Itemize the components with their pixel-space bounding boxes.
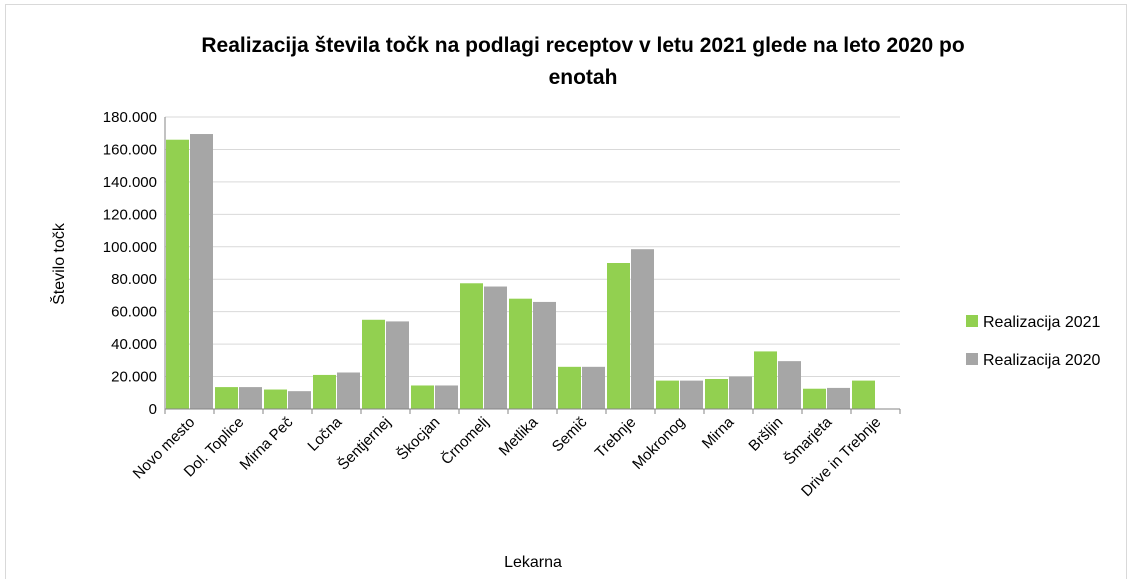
chart-title-line1: Realizacija števila točk na podlagi rece… (201, 34, 964, 57)
bar-series1 (754, 351, 777, 409)
x-tick-label: Črnomelj (438, 414, 492, 468)
y-tick-labels: 0 20.000 40.000 60.000 80.000 100.000 120.000 1… (103, 109, 157, 418)
bar-series1 (362, 320, 385, 409)
bar-series2 (533, 302, 556, 409)
y-axis-label: Število točk (49, 222, 68, 305)
legend: Realizacija 2021 Realizacija 2020 (966, 314, 1101, 369)
bar-series2 (778, 361, 801, 409)
chart-title-line2: enotah (549, 66, 618, 89)
bar-series1 (656, 381, 679, 409)
bar-series1 (166, 140, 189, 409)
legend-label: Realizacija 2021 (983, 314, 1101, 331)
y-tick-label: 80.000 (111, 271, 157, 288)
bar-series1 (264, 390, 287, 409)
x-tick-label: Mirna Peč (237, 413, 297, 473)
x-tick-label: Škocjan (394, 414, 444, 464)
y-tick-label: 20.000 (111, 369, 157, 386)
bar-series2 (288, 391, 311, 409)
legend-swatch (966, 315, 978, 327)
legend-label: Realizacija 2020 (983, 352, 1101, 369)
bar-series2 (827, 388, 850, 409)
bar-series2 (337, 373, 360, 410)
bar-series2 (582, 367, 605, 409)
bar-series2 (435, 385, 458, 409)
bar-series1 (313, 375, 336, 409)
y-tick-label: 40.000 (111, 336, 157, 353)
bar-series1 (215, 387, 238, 409)
x-tick-label: Semič (549, 413, 591, 455)
x-tick-label: Ločna (304, 413, 345, 454)
bar-series1 (607, 263, 630, 409)
bar-series2 (631, 249, 654, 409)
y-tick-label: 0 (149, 401, 157, 418)
bar-series2 (239, 387, 262, 409)
x-tick-label: Trebnje (592, 414, 640, 462)
x-tick-label: Šentjernej (335, 414, 395, 474)
bar-series2 (190, 134, 213, 409)
y-tick-label: 140.000 (103, 174, 157, 191)
gridlines (165, 117, 900, 377)
bar-series2 (729, 377, 752, 409)
bar-series1 (411, 385, 434, 409)
y-tick-label: 180.000 (103, 109, 157, 126)
y-tick-label: 120.000 (103, 206, 157, 223)
x-axis-label: Lekarna (504, 554, 562, 571)
x-tick-label: Mirna (699, 413, 738, 452)
y-tick-label: 60.000 (111, 304, 157, 321)
x-tick-label: Bršljin (745, 414, 786, 455)
x-tick-label: Mokronog (629, 414, 688, 473)
bar-series1 (803, 389, 826, 409)
bar-series1 (852, 381, 875, 409)
y-tick-label: 100.000 (103, 239, 157, 256)
bar-series2 (680, 381, 703, 409)
legend-swatch (966, 353, 978, 365)
x-tick-label: Metlika (496, 413, 542, 459)
bar-series1 (460, 283, 483, 409)
bar-series1 (509, 299, 532, 409)
bar-series2 (386, 321, 409, 409)
bar-series2 (484, 287, 507, 409)
bars (166, 134, 875, 409)
bar-series1 (705, 379, 728, 409)
bar-series1 (558, 367, 581, 409)
y-tick-label: 160.000 (103, 141, 157, 158)
